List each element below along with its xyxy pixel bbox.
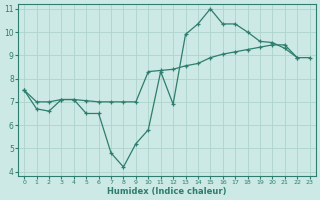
X-axis label: Humidex (Indice chaleur): Humidex (Indice chaleur) bbox=[107, 187, 227, 196]
